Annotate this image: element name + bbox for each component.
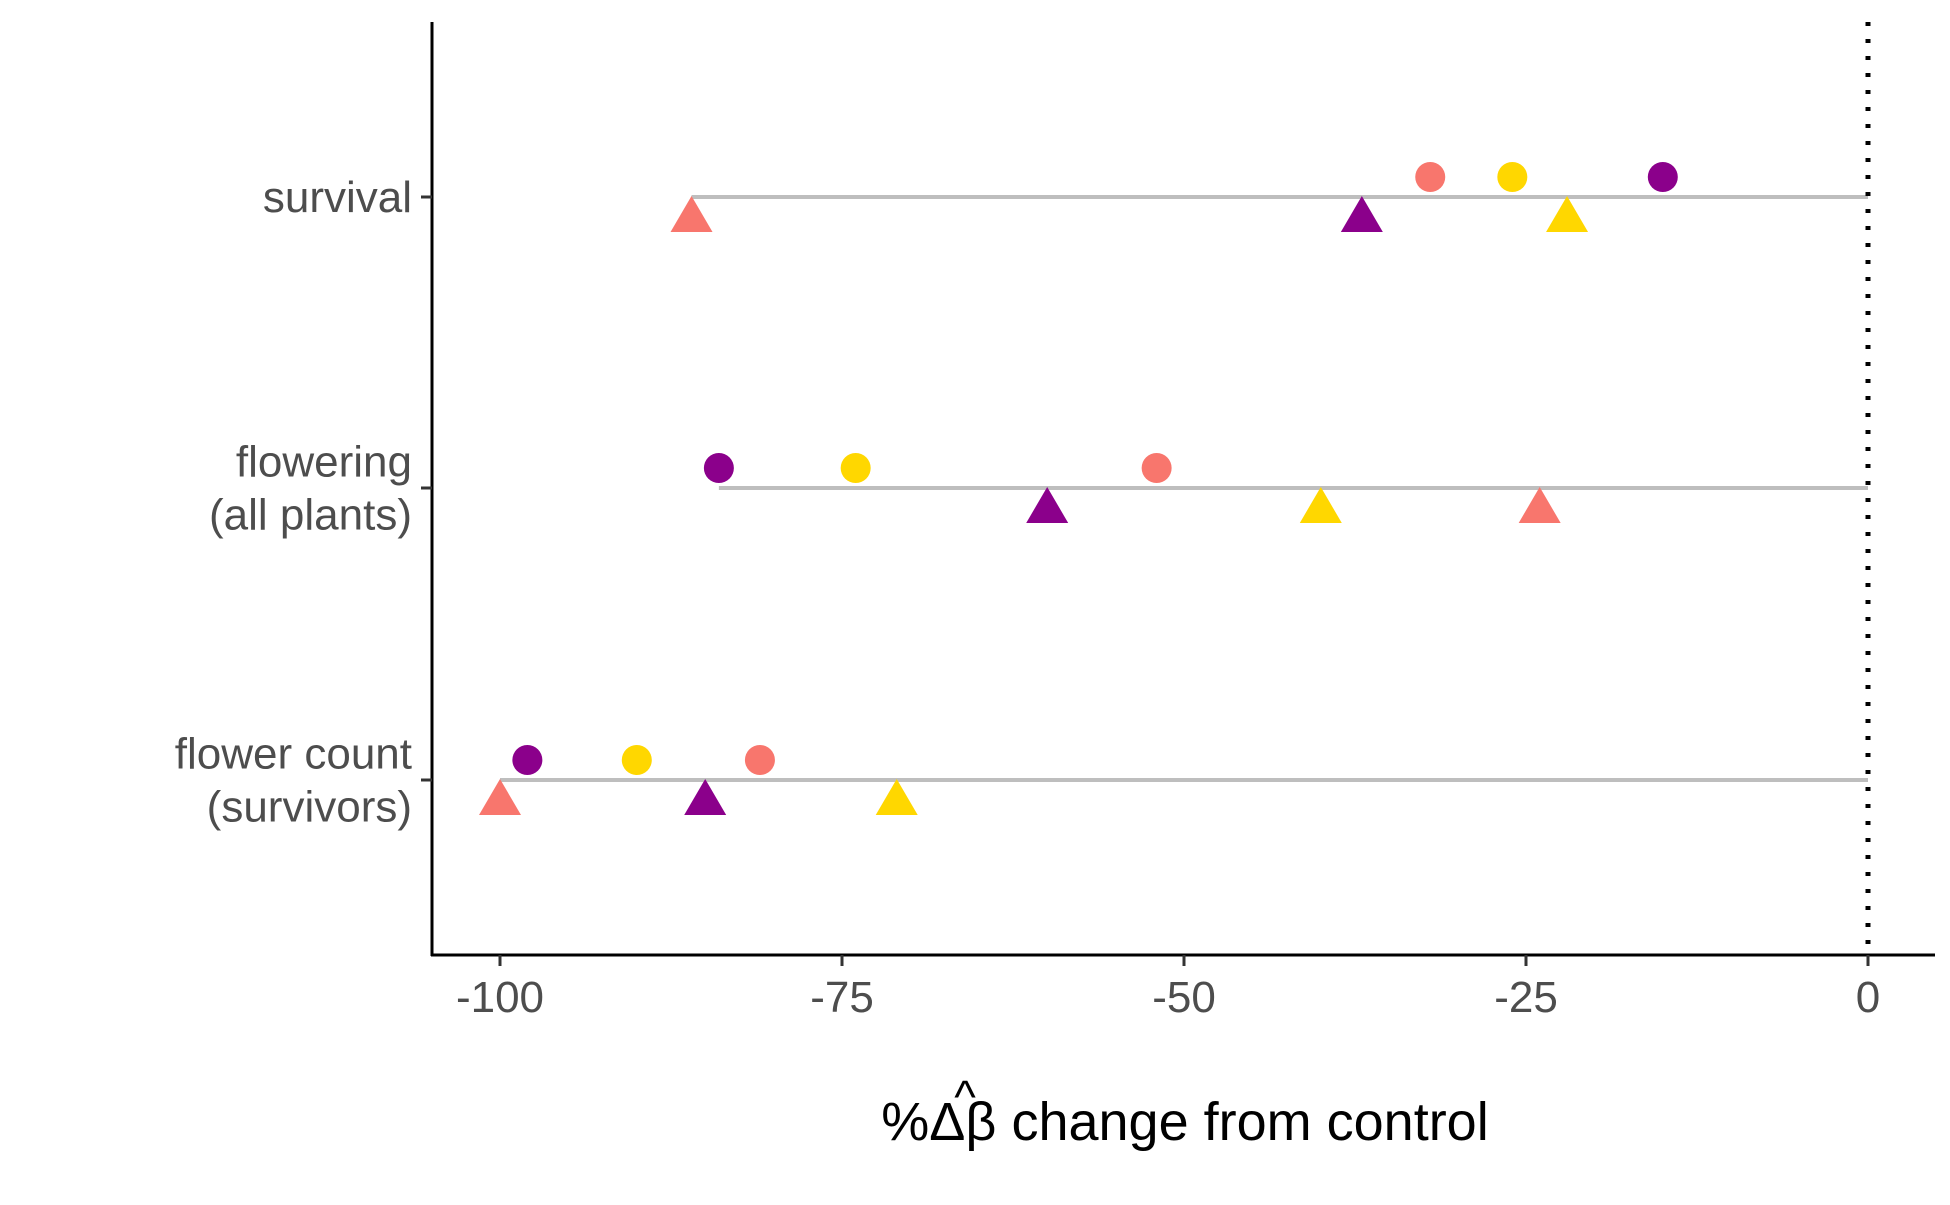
point-circle-purple-flower_count — [512, 745, 543, 775]
point-triangle-salmon-survival — [670, 196, 713, 232]
point-circle-gold-flowering — [840, 453, 871, 483]
y-tick-label-flowering: flowering — [236, 438, 412, 487]
point-triangle-purple-flowering — [1026, 487, 1069, 523]
point-triangle-purple-flower_count — [684, 779, 727, 815]
x-tick-label: 0 — [1856, 973, 1880, 1022]
point-circle-salmon-survival — [1415, 162, 1446, 192]
x-tick-label: -25 — [1494, 973, 1558, 1022]
x-axis-title: %Δβ change from control — [881, 1092, 1488, 1152]
y-tick-label-survival: survival — [263, 173, 412, 222]
x-axis-title-hat: ^ — [954, 1071, 976, 1123]
x-tick-label: -50 — [1152, 973, 1216, 1022]
range-lines — [500, 195, 1868, 782]
point-triangle-purple-survival — [1340, 196, 1383, 232]
point-circle-purple-flowering — [703, 453, 734, 483]
point-circle-gold-flower_count — [621, 745, 652, 775]
point-triangle-gold-survival — [1546, 196, 1589, 232]
point-circle-gold-survival — [1497, 162, 1528, 192]
point-circle-purple-survival — [1647, 162, 1678, 192]
x-tick-label: -100 — [456, 973, 544, 1022]
y-tick-label-flowering: (all plants) — [209, 491, 412, 540]
data-points — [479, 162, 1678, 815]
x-axis-title-symbol: β — [965, 1092, 996, 1152]
y-tick-label-flower_count: flower count — [175, 730, 412, 779]
point-triangle-salmon-flower_count — [479, 779, 521, 815]
point-triangle-gold-flower_count — [875, 779, 918, 815]
x-tick-label: -75 — [810, 973, 874, 1022]
y-tick-label-flower_count: (survivors) — [207, 783, 412, 832]
point-circle-salmon-flowering — [1141, 453, 1172, 483]
point-triangle-salmon-flowering — [1518, 487, 1561, 523]
point-circle-salmon-flower_count — [744, 745, 775, 775]
x-axis-title-suffix: change from control — [996, 1092, 1488, 1152]
x-axis-title-prefix: %Δ — [881, 1092, 965, 1152]
point-triangle-gold-flowering — [1299, 487, 1342, 523]
axes: -100 -75 -50 -25 0 survival flowering(all plan… — [175, 22, 1935, 1022]
